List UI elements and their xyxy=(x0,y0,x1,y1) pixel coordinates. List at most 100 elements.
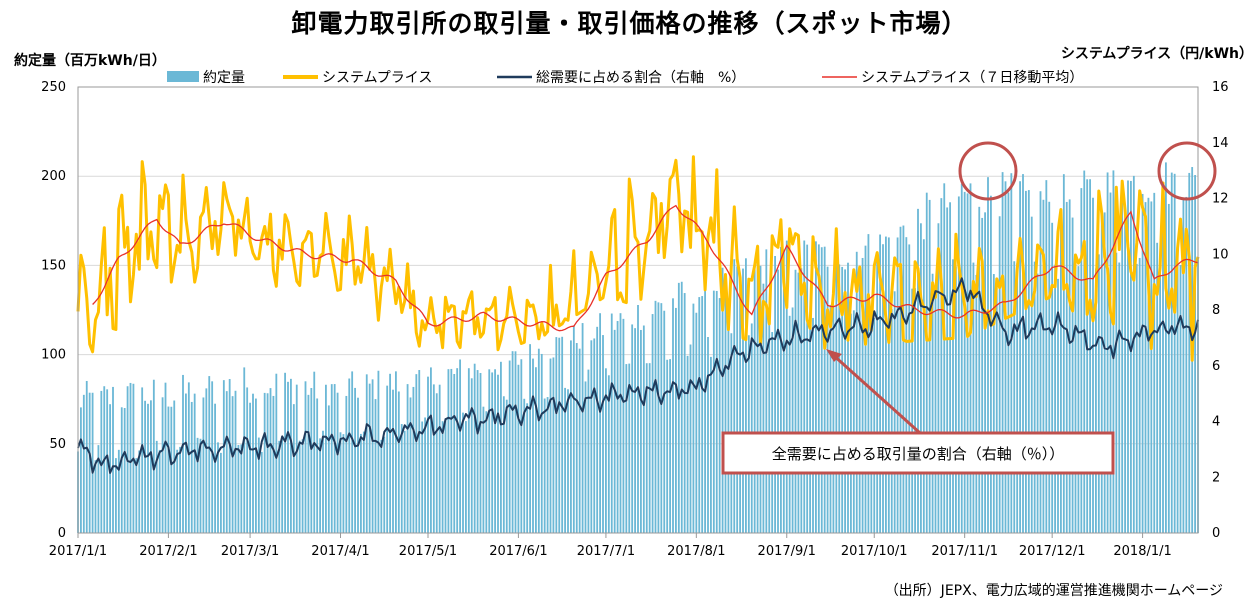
volume-bar xyxy=(313,371,316,533)
source-note: （出所）JEPX、電力広域的運営推進機関ホームページ xyxy=(884,583,1223,599)
volume-bar xyxy=(1083,170,1086,533)
volume-bar xyxy=(246,387,249,533)
volume-bar xyxy=(963,191,966,534)
volume-bar xyxy=(543,398,546,533)
volume-bar xyxy=(1089,179,1091,533)
volume-bar xyxy=(695,312,698,533)
volume-bar xyxy=(727,329,730,533)
volume-bar xyxy=(185,393,187,533)
volume-bar xyxy=(150,400,152,533)
volume-bar xyxy=(1121,202,1124,533)
volume-bar xyxy=(479,372,482,533)
volume-bar xyxy=(1092,197,1094,533)
volume-bar xyxy=(826,266,829,533)
volume-bar xyxy=(144,400,146,533)
volume-bar xyxy=(421,421,424,533)
volume-bar xyxy=(657,302,660,533)
volume-bar xyxy=(260,451,263,533)
volume-bar xyxy=(1100,211,1103,533)
volume-bar xyxy=(415,374,418,533)
volume-bar xyxy=(412,386,415,533)
volume-bar xyxy=(812,317,814,533)
volume-bar xyxy=(190,401,193,533)
volume-bar xyxy=(669,359,671,533)
volume-bar xyxy=(1147,197,1150,533)
volume-bar xyxy=(992,274,995,533)
volume-bar xyxy=(220,452,222,533)
volume-bar xyxy=(1124,205,1126,533)
volume-bar xyxy=(120,407,123,533)
volume-bar xyxy=(549,358,552,533)
y-axis-right-label: システムプライス（円/kWh） xyxy=(1060,46,1253,62)
volume-bar xyxy=(462,412,464,533)
volume-bar xyxy=(914,288,916,533)
volume-bar xyxy=(1074,253,1077,533)
volume-bar xyxy=(167,406,170,533)
volume-bar xyxy=(222,380,225,533)
volume-bar xyxy=(607,375,610,533)
volume-bar xyxy=(173,400,176,533)
volume-bar xyxy=(88,392,91,533)
volume-bar xyxy=(666,359,669,533)
x-tick-label: 2017/7/1 xyxy=(577,544,635,559)
y-right-tick-label: 12 xyxy=(1212,192,1229,207)
volume-bar xyxy=(949,202,951,533)
volume-bar xyxy=(155,440,158,533)
volume-bar xyxy=(234,390,237,533)
volume-bar xyxy=(677,282,680,533)
volume-bar xyxy=(1097,254,1100,533)
volume-bar xyxy=(937,223,940,533)
volume-bar xyxy=(1057,278,1059,533)
volume-bar xyxy=(164,382,167,533)
volume-bar xyxy=(707,337,709,533)
y-right-tick-label: 14 xyxy=(1212,136,1229,151)
x-tick-label: 2017/12/1 xyxy=(1019,544,1086,559)
volume-bar xyxy=(622,318,625,533)
volume-bar xyxy=(1001,172,1004,533)
volume-bar xyxy=(815,241,817,533)
volume-bar xyxy=(809,319,811,533)
volume-bar xyxy=(634,328,636,533)
volume-bar xyxy=(371,379,374,533)
volume-bar xyxy=(275,373,278,533)
volume-bar xyxy=(272,395,275,533)
volume-bar xyxy=(686,355,689,533)
volume-bar xyxy=(987,177,989,533)
volume-bar xyxy=(182,374,184,533)
volume-bar xyxy=(386,385,389,533)
volume-bar xyxy=(1019,181,1021,533)
volume-bar xyxy=(97,445,100,533)
volume-bar xyxy=(1109,192,1112,533)
volume-bar xyxy=(692,303,695,533)
volume-bar xyxy=(908,244,911,533)
volume-bar xyxy=(867,234,870,533)
volume-bar xyxy=(298,440,301,533)
volume-bar xyxy=(1068,199,1071,534)
volume-bar xyxy=(931,273,934,533)
volume-bar xyxy=(278,440,281,533)
volume-bar xyxy=(887,237,890,533)
volume-bar xyxy=(459,359,461,533)
volume-bar xyxy=(202,397,205,533)
volume-bar xyxy=(330,384,333,533)
volume-bar xyxy=(736,266,739,533)
volume-bar xyxy=(593,338,596,533)
volume-bar xyxy=(365,374,368,533)
volume-bar xyxy=(1159,262,1161,533)
volume-bar xyxy=(823,246,826,534)
volume-bar xyxy=(631,324,634,533)
volume-bar xyxy=(995,283,998,533)
volume-bar xyxy=(243,367,246,533)
x-tick-label: 2017/9/1 xyxy=(758,544,816,559)
volume-bar xyxy=(905,237,908,533)
volume-bar xyxy=(637,305,639,533)
volume-bar xyxy=(333,384,336,533)
volume-bar xyxy=(969,183,972,534)
volume-bar xyxy=(575,343,578,533)
volume-bar xyxy=(832,304,835,533)
volume-bar xyxy=(928,199,931,534)
volume-bar xyxy=(500,361,502,533)
volume-bar xyxy=(231,396,234,533)
volume-bar xyxy=(838,264,841,533)
